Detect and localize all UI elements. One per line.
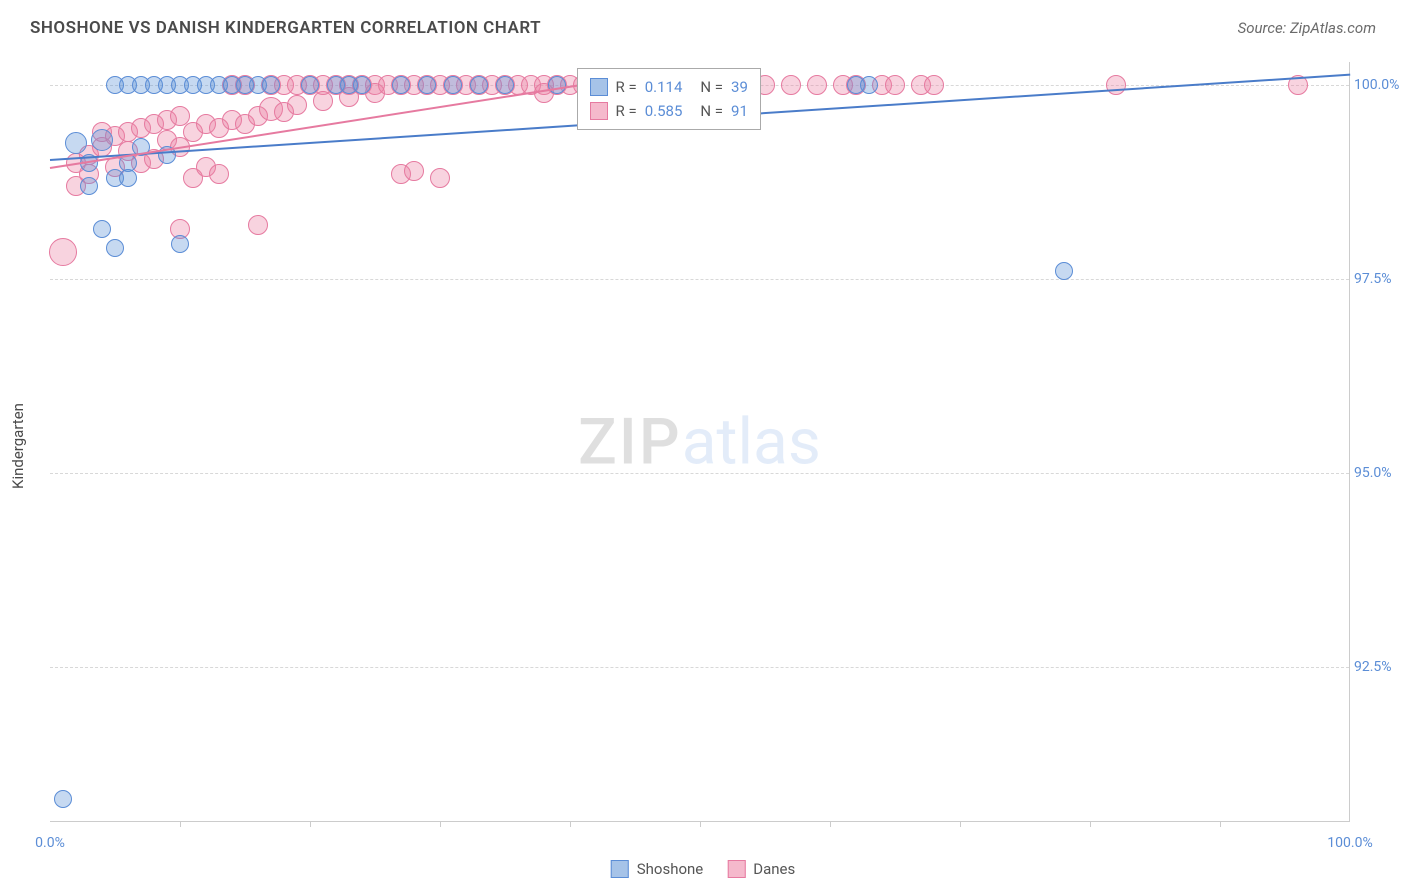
danes-point [49, 238, 77, 266]
shoshone-point [93, 220, 111, 238]
chart-title: SHOSHONE VS DANISH KINDERGARTEN CORRELAT… [30, 18, 541, 38]
danes-point [807, 75, 827, 95]
danes-point [287, 95, 307, 115]
shoshone-point [353, 76, 371, 94]
stats-legend-row: R = 0.585 N = 91 [590, 99, 748, 123]
legend-swatch [611, 860, 629, 878]
r-label: R = [616, 75, 637, 99]
y-tick-label: 100.0% [1354, 77, 1406, 93]
danes-point [924, 75, 944, 95]
legend-label: Shoshone [637, 860, 704, 878]
y-axis-label: Kindergarten [9, 403, 27, 489]
shoshone-point [80, 177, 98, 195]
legend-label: Danes [753, 860, 795, 878]
x-tick-label: 0.0% [35, 835, 65, 851]
watermark: ZIPatlas [578, 404, 821, 479]
shoshone-point [470, 76, 488, 94]
danes-point [1106, 75, 1126, 95]
gridline [50, 279, 1349, 280]
x-tick [1220, 821, 1221, 827]
shoshone-point [301, 76, 319, 94]
shoshone-point [91, 129, 113, 151]
danes-point [430, 168, 450, 188]
danes-point [209, 164, 229, 184]
gridline [50, 667, 1349, 668]
x-tick [960, 821, 961, 827]
legend-item: Danes [727, 860, 795, 878]
n-label: N = [700, 75, 723, 99]
danes-point [248, 215, 268, 235]
shoshone-point [119, 169, 137, 187]
x-tick [1090, 821, 1091, 827]
x-tick [310, 821, 311, 827]
danes-point [781, 75, 801, 95]
n-value: 91 [731, 99, 748, 123]
stats-legend: R = 0.114 N = 39 R = 0.585 N = 91 [577, 68, 761, 130]
shoshone-point [496, 76, 514, 94]
source-label: Source: ZipAtlas.com [1238, 19, 1376, 37]
n-label: N = [700, 99, 723, 123]
y-tick-label: 92.5% [1354, 659, 1406, 675]
x-tick [440, 821, 441, 827]
shoshone-point [860, 76, 878, 94]
shoshone-point [392, 76, 410, 94]
legend-item: Shoshone [611, 860, 704, 878]
r-value: 0.585 [645, 99, 683, 123]
r-value: 0.114 [645, 75, 683, 99]
series-legend: Shoshone Danes [611, 860, 796, 878]
stats-legend-row: R = 0.114 N = 39 [590, 75, 748, 99]
watermark-zip: ZIP [578, 404, 682, 479]
shoshone-point [444, 76, 462, 94]
danes-point [885, 75, 905, 95]
shoshone-point [54, 790, 72, 808]
danes-point [404, 161, 424, 181]
y-tick-label: 97.5% [1354, 271, 1406, 287]
r-label: R = [616, 99, 637, 123]
n-value: 39 [731, 75, 748, 99]
legend-swatch [590, 78, 608, 96]
shoshone-point [548, 76, 566, 94]
shoshone-point [262, 76, 280, 94]
watermark-atlas: atlas [682, 404, 821, 479]
x-tick [700, 821, 701, 827]
legend-swatch [727, 860, 745, 878]
y-tick-label: 95.0% [1354, 465, 1406, 481]
shoshone-point [106, 239, 124, 257]
x-tick [570, 821, 571, 827]
legend-swatch [590, 102, 608, 120]
shoshone-point [171, 235, 189, 253]
gridline [50, 473, 1349, 474]
x-tick [180, 821, 181, 827]
plot-area: ZIPatlas 100.0%97.5%95.0%92.5%0.0%100.0%… [50, 62, 1350, 822]
shoshone-point [1055, 262, 1073, 280]
shoshone-point [418, 76, 436, 94]
x-tick-label: 100.0% [1327, 835, 1372, 851]
shoshone-point [65, 132, 87, 154]
x-tick [830, 821, 831, 827]
